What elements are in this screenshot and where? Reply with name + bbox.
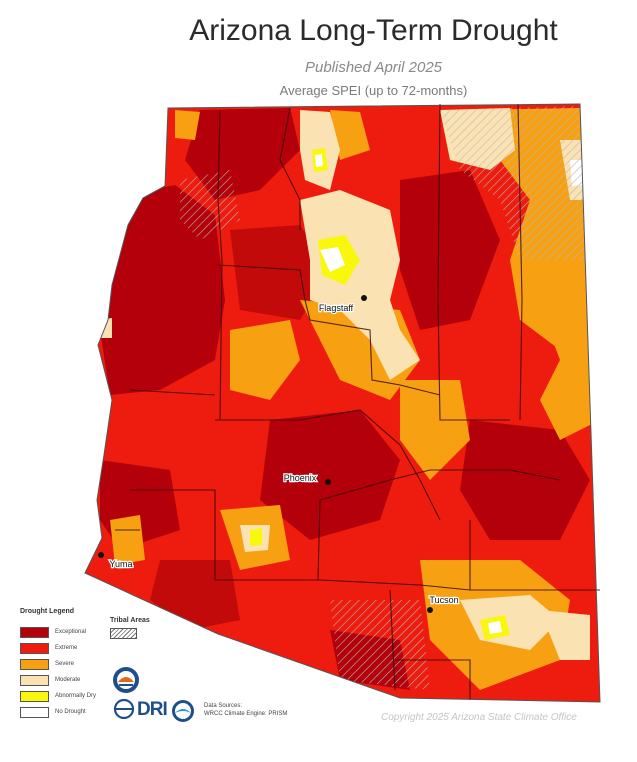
legend-item: Abnormally Dry — [20, 690, 96, 702]
legend-label: Exceptional — [55, 629, 87, 635]
flagstaff-label: Flagstaff — [319, 303, 354, 313]
legend-swatch — [20, 706, 49, 718]
legend-item: Extreme — [20, 642, 77, 654]
dri-logo-text: DRI — [137, 699, 168, 720]
dri-logo-icon — [113, 699, 135, 719]
tribal-areas-swatch — [110, 628, 137, 639]
map-title: Arizona Long-Term Drought — [189, 14, 558, 47]
tucson-marker — [427, 607, 433, 613]
legend-item: No Drought — [20, 706, 86, 718]
legend-label: Abnormally Dry — [55, 693, 97, 699]
legend-label: Moderate — [55, 677, 81, 683]
tucson-label: Tucson — [429, 595, 458, 605]
yuma-label: Yuma — [109, 559, 132, 569]
drought-raster — [85, 104, 600, 702]
legend-title: Drought Legend — [20, 608, 75, 615]
legend-swatch — [20, 690, 49, 702]
legend-swatch — [20, 674, 49, 686]
legend-item: Severe — [20, 658, 74, 670]
phoenix-marker — [325, 479, 331, 485]
data-sources-label: Data Sources: — [204, 703, 243, 709]
noaa-logo — [172, 700, 194, 722]
legend-item: Moderate — [20, 674, 80, 686]
legend-label: Extreme — [55, 645, 78, 651]
map-index-note: Average SPEI (up to 72-months) — [279, 83, 468, 98]
data-sources: Data Sources: WRCC Climate Engine: PRISM — [204, 702, 287, 718]
legend-swatch — [20, 642, 49, 654]
legend-item: Exceptional — [20, 626, 86, 638]
copyright-notice: Copyright 2025 Arizona State Climate Off… — [381, 712, 577, 723]
state-climate-office-logo — [113, 667, 139, 693]
yuma-marker — [98, 552, 104, 558]
map-subtitle: Published April 2025 — [304, 59, 443, 76]
phoenix-label: Phoenix — [284, 473, 317, 483]
arizona-outline — [84, 103, 601, 703]
legend-label: No Drought — [55, 709, 86, 715]
county-boundaries — [115, 103, 600, 700]
data-sources-list: WRCC Climate Engine: PRISM — [204, 711, 288, 717]
legend-swatch — [20, 626, 49, 638]
legend-label: Severe — [55, 661, 75, 667]
legend-swatch — [20, 658, 49, 670]
tribal-areas-title: Tribal Areas — [110, 617, 150, 624]
flagstaff-marker — [361, 295, 367, 301]
